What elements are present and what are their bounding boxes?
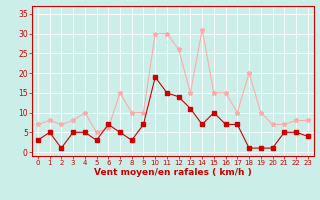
X-axis label: Vent moyen/en rafales ( km/h ): Vent moyen/en rafales ( km/h ) <box>94 168 252 177</box>
